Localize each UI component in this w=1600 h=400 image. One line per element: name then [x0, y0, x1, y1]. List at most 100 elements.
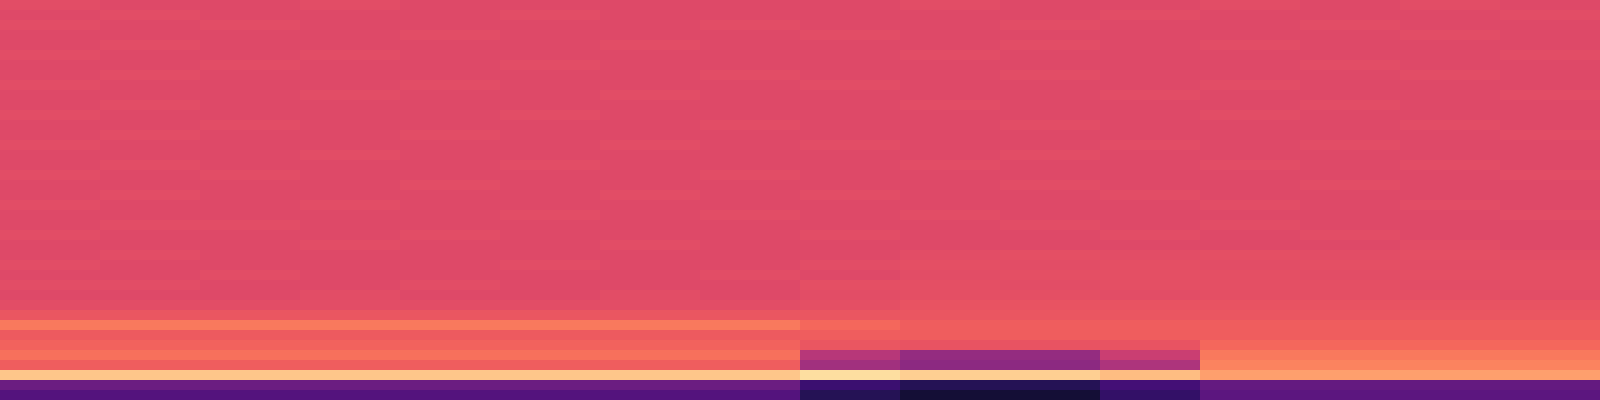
heatmap-cell — [300, 50, 401, 61]
heatmap-cell — [1000, 390, 1101, 400]
heatmap-cell — [1300, 260, 1401, 271]
heatmap-cell — [1300, 80, 1401, 91]
heatmap-cell — [600, 190, 701, 201]
heatmap-cell — [500, 230, 601, 241]
heatmap-cell — [700, 50, 801, 61]
heatmap-cell — [800, 310, 901, 321]
heatmap-cell — [1200, 270, 1301, 281]
heatmap-cell — [200, 100, 301, 111]
heatmap-cell — [1200, 350, 1301, 361]
heatmap-cell — [900, 60, 1001, 71]
heatmap-cell — [1500, 350, 1600, 361]
heatmap-cell — [1100, 320, 1201, 331]
heatmap-cell — [700, 280, 801, 291]
heatmap-cell — [900, 320, 1001, 331]
heatmap-cell — [1000, 220, 1101, 231]
heatmap-cell — [100, 380, 201, 391]
heatmap-cell — [1300, 220, 1401, 231]
heatmap-cell — [1400, 80, 1501, 91]
heatmap-cell — [100, 30, 201, 41]
heatmap-cell — [1500, 210, 1600, 221]
heatmap-cell — [0, 390, 101, 400]
heatmap-cell — [1400, 300, 1501, 311]
heatmap-cell — [300, 110, 401, 121]
heatmap-cell — [700, 130, 801, 141]
heatmap-cell — [700, 270, 801, 281]
heatmap-cell — [200, 150, 301, 161]
heatmap-cell — [900, 20, 1001, 31]
heatmap-cell — [600, 70, 701, 81]
heatmap-cell — [1300, 50, 1401, 61]
heatmap-cell — [1400, 10, 1501, 21]
heatmap-cell — [1200, 180, 1301, 191]
heatmap-cell — [100, 310, 201, 321]
heatmap-cell — [1100, 130, 1201, 141]
heatmap-cell — [1100, 0, 1201, 11]
heatmap-cell — [0, 310, 101, 321]
heatmap-cell — [400, 180, 501, 191]
heatmap-cell — [200, 120, 301, 131]
heatmap-cell — [800, 290, 901, 301]
heatmap-cell — [1200, 0, 1301, 11]
heatmap-cell — [100, 40, 201, 51]
heatmap-cell — [1300, 180, 1401, 191]
heatmap-cell — [100, 350, 201, 361]
heatmap-cell — [600, 380, 701, 391]
heatmap-cell — [1000, 120, 1101, 131]
heatmap-cell — [100, 180, 201, 191]
heatmap-cell — [800, 170, 901, 181]
heatmap-cell — [700, 230, 801, 241]
heatmap-cell — [700, 0, 801, 11]
heatmap-cell — [200, 80, 301, 91]
heatmap-cell — [1000, 370, 1101, 381]
heatmap-cell — [0, 150, 101, 161]
heatmap-cell — [1300, 100, 1401, 111]
heatmap-cell — [500, 260, 601, 271]
heatmap-cell — [400, 30, 501, 41]
heatmap-cell — [1500, 110, 1600, 121]
heatmap-cell — [600, 290, 701, 301]
heatmap-cell — [1000, 240, 1101, 251]
heatmap-cell — [1500, 390, 1600, 400]
heatmap-cell — [600, 210, 701, 221]
heatmap-cell — [1400, 30, 1501, 41]
heatmap-cell — [400, 210, 501, 221]
heatmap-cell — [1300, 340, 1401, 351]
heatmap-cell — [600, 30, 701, 41]
heatmap-cell — [0, 60, 101, 71]
heatmap-cell — [1200, 240, 1301, 251]
heatmap-cell — [1400, 110, 1501, 121]
heatmap-cell — [400, 260, 501, 271]
heatmap-cell — [200, 60, 301, 71]
heatmap-cell — [200, 270, 301, 281]
heatmap-cell — [1100, 370, 1201, 381]
heatmap-cell — [100, 90, 201, 101]
heatmap-cell — [600, 130, 701, 141]
heatmap-cell — [1100, 90, 1201, 101]
heatmap-cell — [300, 180, 401, 191]
heatmap-cell — [1000, 30, 1101, 41]
heatmap-cell — [500, 130, 601, 141]
heatmap-cell — [0, 20, 101, 31]
heatmap-cell — [1200, 40, 1301, 51]
heatmap-cell — [900, 370, 1001, 381]
heatmap-cell — [300, 10, 401, 21]
heatmap-cell — [1000, 210, 1101, 221]
heatmap-cell — [1200, 390, 1301, 400]
heatmap-cell — [800, 50, 901, 61]
heatmap-cell — [1200, 340, 1301, 351]
heatmap-cell — [600, 300, 701, 311]
heatmap-cell — [0, 110, 101, 121]
heatmap-cell — [400, 140, 501, 151]
heatmap-cell — [500, 120, 601, 131]
heatmap-cell — [1400, 380, 1501, 391]
heatmap-cell — [1200, 320, 1301, 331]
heatmap-cell — [600, 150, 701, 161]
heatmap-cell — [300, 100, 401, 111]
heatmap-cell — [1500, 270, 1600, 281]
heatmap-cell — [700, 40, 801, 51]
heatmap-cell — [500, 390, 601, 400]
heatmap-cell — [400, 310, 501, 321]
heatmap-cell — [300, 280, 401, 291]
heatmap-cell — [1300, 10, 1401, 21]
